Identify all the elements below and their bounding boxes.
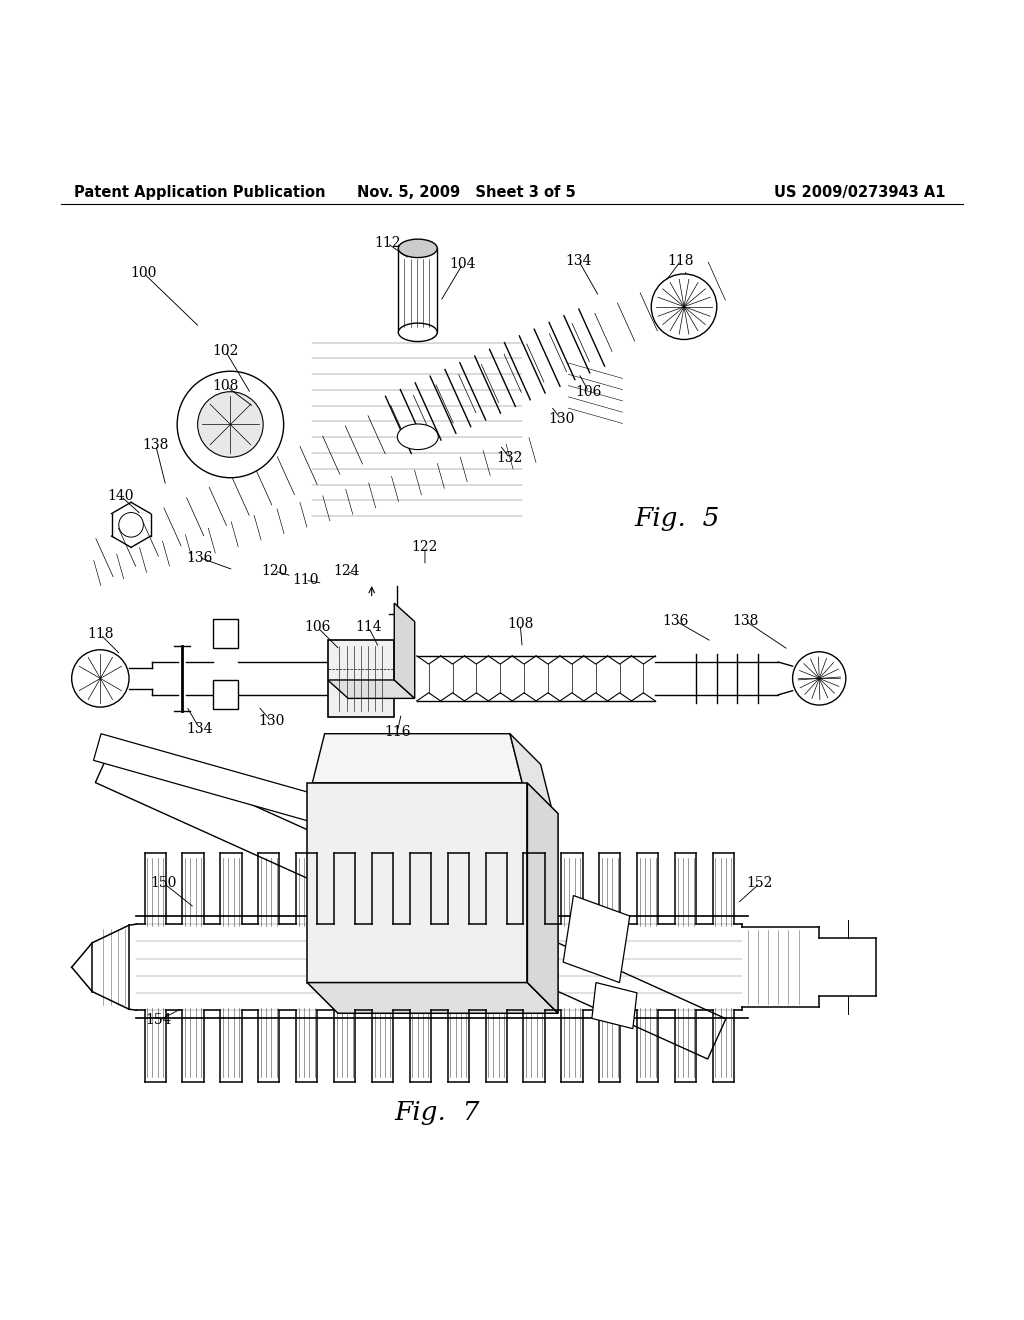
Text: 102: 102: [212, 343, 239, 358]
Text: 152: 152: [746, 876, 773, 890]
Text: 134: 134: [565, 253, 592, 268]
Text: 112: 112: [374, 236, 400, 251]
Text: 122: 122: [412, 540, 438, 554]
Bar: [328, 640, 394, 717]
Polygon shape: [527, 783, 558, 1014]
Text: 116: 116: [384, 725, 411, 739]
Text: 106: 106: [575, 384, 602, 399]
Text: 132: 132: [497, 451, 523, 465]
Text: 118: 118: [668, 253, 694, 268]
Polygon shape: [394, 603, 415, 698]
Polygon shape: [563, 895, 630, 982]
Text: 138: 138: [732, 614, 759, 628]
Text: 124: 124: [333, 564, 359, 578]
Text: Fig.  5: Fig. 5: [635, 506, 720, 531]
Text: Fig.  7: Fig. 7: [394, 1100, 479, 1125]
Text: 150: 150: [151, 876, 177, 890]
Text: 110: 110: [292, 573, 318, 587]
Text: 120: 120: [261, 564, 288, 578]
Circle shape: [793, 652, 846, 705]
Text: 108: 108: [507, 618, 534, 631]
Circle shape: [119, 512, 143, 537]
Text: 136: 136: [186, 550, 213, 565]
Circle shape: [72, 649, 129, 708]
Text: US 2009/0273943 A1: US 2009/0273943 A1: [774, 185, 946, 199]
Text: 138: 138: [142, 438, 169, 451]
Text: 130: 130: [548, 412, 574, 426]
Text: Patent Application Publication: Patent Application Publication: [74, 185, 326, 199]
Text: 140: 140: [108, 490, 134, 503]
Circle shape: [651, 275, 717, 339]
Circle shape: [198, 392, 263, 457]
Text: 100: 100: [130, 265, 157, 280]
Text: 106: 106: [304, 620, 331, 634]
Text: 104: 104: [450, 256, 476, 271]
Bar: [213, 681, 238, 709]
Text: 118: 118: [87, 627, 114, 642]
Ellipse shape: [398, 323, 437, 342]
Text: 154: 154: [145, 1014, 172, 1027]
Text: Fig.  6: Fig. 6: [317, 743, 402, 768]
Ellipse shape: [397, 424, 438, 450]
Text: 108: 108: [212, 379, 239, 392]
Polygon shape: [592, 982, 637, 1028]
Text: 134: 134: [186, 722, 213, 735]
Text: Nov. 5, 2009   Sheet 3 of 5: Nov. 5, 2009 Sheet 3 of 5: [356, 185, 575, 199]
Polygon shape: [328, 680, 415, 698]
Ellipse shape: [398, 239, 437, 257]
Polygon shape: [510, 734, 553, 813]
Polygon shape: [93, 734, 537, 883]
Polygon shape: [312, 734, 522, 783]
Polygon shape: [307, 783, 527, 982]
Text: 136: 136: [663, 614, 689, 628]
Bar: [213, 619, 238, 648]
Polygon shape: [307, 982, 558, 1014]
Text: 114: 114: [355, 620, 382, 634]
Polygon shape: [95, 742, 726, 1059]
Text: 130: 130: [258, 714, 285, 729]
Circle shape: [177, 371, 284, 478]
